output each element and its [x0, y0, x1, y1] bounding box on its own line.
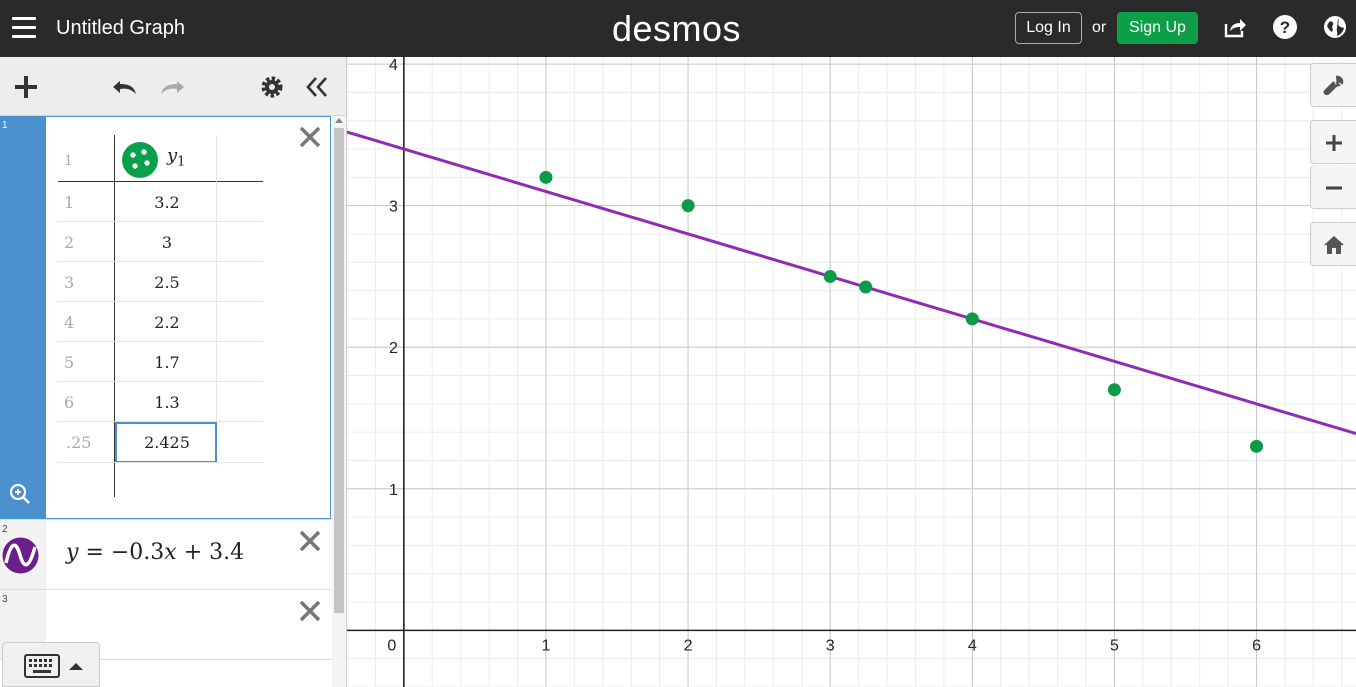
data-point[interactable] — [859, 280, 873, 294]
formula-coef: −0.3 — [110, 540, 165, 565]
regression-line[interactable] — [347, 130, 1356, 436]
wrench-icon — [1323, 75, 1344, 96]
zoom-in-icon — [1326, 135, 1342, 151]
expression-gutter[interactable] — [0, 116, 46, 519]
delete-icon[interactable] — [297, 528, 323, 554]
zoom-out-button[interactable] — [1310, 165, 1356, 209]
data-point[interactable] — [539, 170, 553, 184]
x-tick-label: 0 — [387, 637, 396, 654]
default-view-button[interactable] — [1310, 222, 1356, 266]
expression-number: 1 — [2, 120, 8, 131]
x-tick-label: 3 — [826, 637, 835, 654]
desmos-logo: desmos — [612, 8, 742, 49]
data-point[interactable] — [1250, 439, 1264, 453]
help-icon[interactable]: ? — [1272, 14, 1298, 40]
table-header-y-sub: 1 — [177, 154, 186, 170]
zoom-fit-icon[interactable] — [8, 482, 32, 506]
expression-panel: 1 1 y1 — [0, 57, 347, 687]
table-row-y[interactable]: 3 — [161, 233, 173, 252]
data-table: 1 y1 1 3.2 2 3 3 — [46, 116, 331, 519]
graph-settings-button[interactable] — [1310, 63, 1356, 107]
hamburger-icon[interactable] — [12, 17, 36, 39]
table-row-y[interactable]: 2.2 — [154, 313, 180, 332]
scroll-up-arrow[interactable] — [335, 118, 343, 123]
expression-item-table[interactable]: 1 1 y1 — [0, 116, 331, 520]
svg-text:?: ? — [1280, 18, 1290, 37]
table-row-x[interactable]: 4 — [64, 313, 75, 332]
data-point[interactable] — [965, 312, 979, 326]
x-tick-label: 5 — [1110, 637, 1119, 654]
table-row-y[interactable]: 1.7 — [154, 353, 180, 372]
data-point[interactable] — [681, 199, 695, 213]
delete-icon[interactable] — [297, 124, 323, 150]
x-tick-label: 1 — [542, 637, 551, 654]
keyboard-icon — [24, 654, 60, 678]
data-point[interactable] — [1107, 383, 1121, 397]
expression-scrollbar[interactable] — [332, 116, 346, 687]
caret-up-icon — [69, 663, 83, 670]
add-icon[interactable] — [11, 72, 41, 102]
point-style-icon[interactable] — [121, 141, 159, 179]
share-icon[interactable] — [1222, 14, 1248, 40]
formula-lhs: y — [66, 540, 79, 565]
expression-item-line[interactable]: 2 y = −0.3x + 3.4 — [0, 520, 331, 590]
login-button[interactable]: Log In — [1015, 12, 1082, 44]
table-row-y[interactable]: 2.5 — [154, 273, 180, 292]
y-tick-label: 2 — [389, 340, 398, 357]
undo-icon[interactable] — [110, 72, 140, 102]
y-tick-label: 1 — [389, 482, 398, 499]
table-row-y[interactable]: 2.425 — [144, 433, 190, 452]
keyboard-toggle-button[interactable] — [2, 642, 100, 687]
y-tick-label: 3 — [389, 199, 398, 216]
top-bar: Untitled Graph desmos Log In or Sign Up … — [0, 0, 1356, 57]
globe-icon[interactable] — [1322, 14, 1348, 40]
x-tick-label: 6 — [1252, 637, 1261, 654]
scroll-thumb[interactable] — [334, 128, 344, 613]
expression-list: 1 1 y1 — [0, 116, 331, 687]
expression-number: 3 — [2, 594, 8, 605]
graph-title[interactable]: Untitled Graph — [56, 17, 185, 39]
formula-eq: = — [85, 540, 104, 565]
table-row-x[interactable]: 3 — [64, 273, 75, 292]
home-icon — [1324, 236, 1344, 254]
expression-formula[interactable]: y = −0.3x + 3.4 — [66, 540, 244, 565]
y-tick-label: 4 — [389, 57, 398, 74]
signup-button[interactable]: Sign Up — [1117, 12, 1198, 44]
table-row-x[interactable]: 5 — [64, 353, 75, 372]
gear-icon[interactable] — [257, 72, 287, 102]
formula-rest: + 3.4 — [183, 540, 245, 565]
zoom-in-button[interactable] — [1310, 120, 1356, 164]
graph-paper[interactable]: 0 1 2 3 4 5 6 1 2 3 4 — [347, 57, 1356, 687]
table-row-x[interactable]: .25 — [66, 433, 92, 452]
expression-toolbar — [0, 57, 346, 116]
delete-icon[interactable] — [297, 598, 323, 624]
line-style-icon[interactable] — [2, 537, 39, 574]
table-row-x[interactable]: 6 — [64, 393, 75, 412]
table-row-y[interactable]: 3.2 — [154, 193, 180, 212]
formula-var: x — [164, 540, 177, 565]
data-point[interactable] — [823, 269, 837, 283]
table-header-x[interactable]: 1 — [64, 153, 73, 169]
table-header-y[interactable]: y1 — [167, 145, 185, 170]
graph-canvas[interactable]: 0 1 2 3 4 5 6 1 2 3 4 — [347, 57, 1356, 687]
x-tick-label: 2 — [684, 637, 693, 654]
redo-icon[interactable] — [157, 72, 187, 102]
zoom-out-icon — [1326, 186, 1342, 190]
table-row-x[interactable]: 1 — [64, 193, 75, 212]
table-row-x[interactable]: 2 — [64, 233, 75, 252]
table-row-y[interactable]: 1.3 — [154, 393, 180, 412]
expression-number: 2 — [2, 524, 8, 535]
x-tick-label: 4 — [968, 637, 977, 654]
collapse-icon[interactable] — [302, 72, 332, 102]
table-header-y-var: y — [167, 145, 178, 166]
or-text: or — [1092, 19, 1107, 36]
